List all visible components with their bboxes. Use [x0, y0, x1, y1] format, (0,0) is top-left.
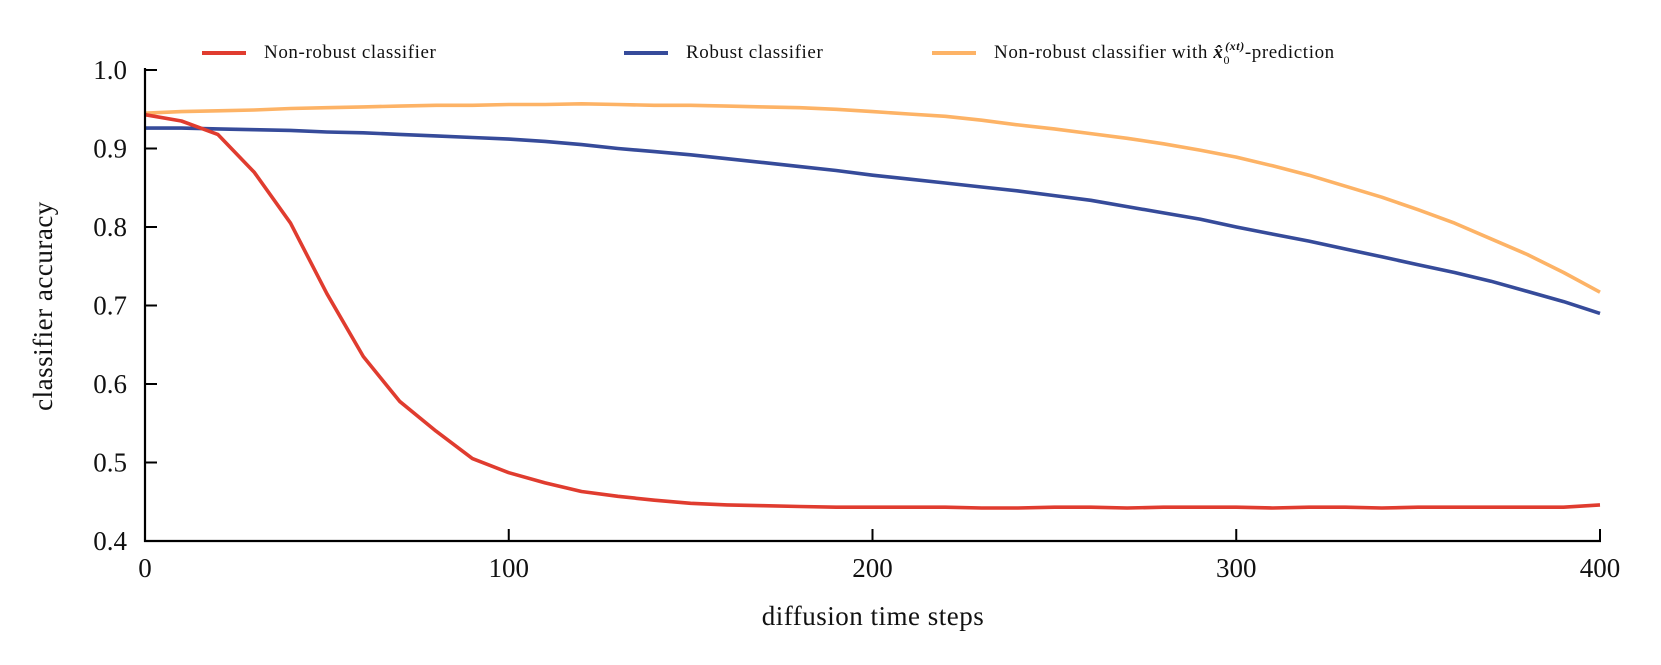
y-tick-label: 1.0 — [93, 55, 127, 85]
legend-label: Non-robust classifier — [264, 42, 437, 63]
legend-label: Robust classifier — [686, 42, 824, 63]
legend: Non-robust classifier Robust classifier … — [0, 39, 1661, 70]
legend-swatch-blue — [624, 51, 668, 55]
legend-label-prefix: Non-robust classifier with — [994, 42, 1214, 63]
legend-item-non-robust: Non-robust classifier — [202, 40, 436, 66]
legend-math: x̂0(xt) — [1213, 39, 1244, 68]
x-tick-label: 400 — [1580, 553, 1621, 583]
series-line-0 — [144, 112, 1601, 510]
y-tick-label: 0.4 — [93, 526, 127, 556]
math-sub: 0 — [1223, 52, 1231, 67]
math-sup: (xt) — [1225, 38, 1245, 53]
legend-swatch-orange — [932, 51, 976, 55]
x-tick-label: 100 — [489, 553, 530, 583]
y-tick-label: 0.6 — [93, 369, 127, 399]
y-tick-label: 0.5 — [93, 448, 127, 478]
legend-swatch-red — [202, 51, 246, 55]
ticks-layer: 0 100 200 300 400 0.4 0.5 0.6 0.7 0.8 0.9 1.0 — [93, 55, 1620, 583]
legend-item-non-robust-x0-prediction: Non-robust classifier with x̂0(xt) -pred… — [932, 39, 1335, 68]
legend-label-suffix: -prediction — [1244, 42, 1335, 63]
series-line-1 — [145, 126, 1601, 316]
y-tick-label: 0.8 — [93, 212, 127, 242]
x-tick-label: 300 — [1216, 553, 1257, 583]
y-tick-label: 0.9 — [93, 134, 127, 164]
math-base: x̂ — [1213, 41, 1224, 63]
x-tick-label: 0 — [138, 553, 152, 583]
y-axis-label: classifier accuracy — [28, 201, 58, 411]
x-axis-label: diffusion time steps — [762, 601, 985, 631]
y-tick-label: 0.7 — [93, 291, 127, 321]
x-tick-label: 200 — [852, 553, 893, 583]
legend-item-robust: Robust classifier — [624, 40, 823, 66]
series-layer — [144, 102, 1601, 510]
series-line-2 — [144, 102, 1601, 294]
